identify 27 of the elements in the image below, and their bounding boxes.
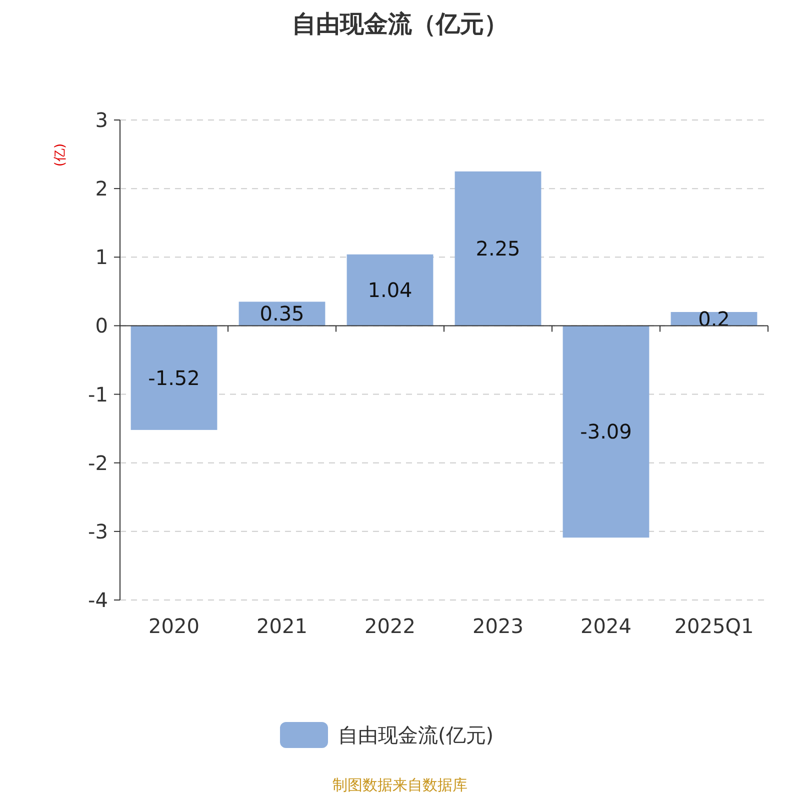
y-tick-label: 1 <box>95 245 108 270</box>
bar <box>562 326 650 538</box>
x-tick-label: 2021 <box>256 614 308 638</box>
data-label: 2.25 <box>476 236 520 261</box>
y-tick-label: 3 <box>95 108 108 132</box>
x-tick-label: 2022 <box>364 614 416 638</box>
bar <box>454 171 542 326</box>
y-axis-title: (亿) <box>53 143 68 167</box>
x-tick-label: 2023 <box>472 614 524 638</box>
legend-label: 自由现金流(亿元) <box>338 723 494 747</box>
data-label: 1.04 <box>368 278 412 302</box>
y-tick-label: -2 <box>88 450 108 475</box>
y-tick-label: 0 <box>95 314 108 338</box>
x-tick-label: 2025Q1 <box>674 614 754 638</box>
bar <box>130 326 218 430</box>
y-tick-label: -1 <box>88 382 108 406</box>
x-tick-label: 2020 <box>148 614 200 638</box>
chart-title: 自由现金流（亿元） <box>292 10 508 38</box>
data-label: -3.09 <box>580 420 632 444</box>
y-tick-label: 2 <box>95 176 108 201</box>
x-tick-label: 2024 <box>580 614 632 638</box>
y-tick-label: -4 <box>88 588 108 612</box>
y-tick-label: -3 <box>88 519 108 544</box>
data-label: 0.35 <box>260 302 304 326</box>
data-label: -1.52 <box>148 366 200 390</box>
text: 制图数据来自数据库 <box>332 776 468 794</box>
bar <box>346 254 434 326</box>
